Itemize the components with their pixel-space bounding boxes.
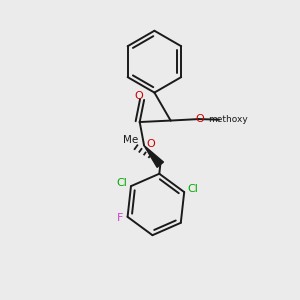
Polygon shape [144,146,164,167]
Text: F: F [117,213,123,224]
Text: methoxy: methoxy [208,115,248,124]
Text: Cl: Cl [117,178,128,188]
Text: Cl: Cl [188,184,199,194]
Text: O: O [146,139,155,149]
Text: O: O [134,92,143,101]
Text: O: O [196,114,204,124]
Text: Me: Me [123,135,138,145]
